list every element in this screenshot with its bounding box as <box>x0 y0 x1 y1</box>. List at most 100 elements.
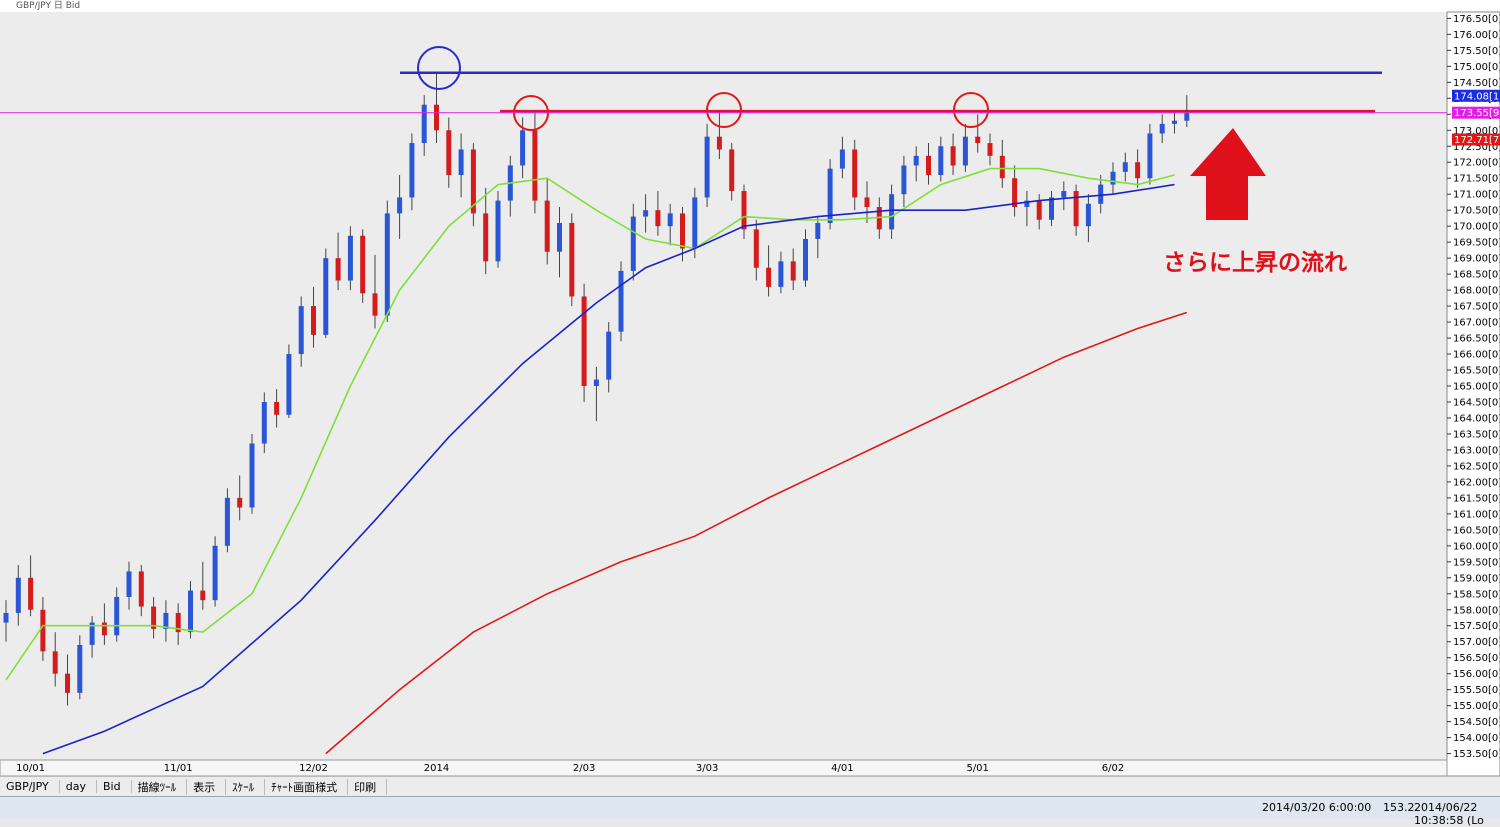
status-text: 2014/06/22 10:38:58 (Lo <box>1414 801 1484 827</box>
candle-body <box>1098 184 1104 204</box>
candle-body <box>335 258 341 281</box>
candle-body <box>778 261 784 287</box>
candle-body <box>434 104 439 131</box>
candle-body <box>138 571 144 607</box>
x-tick-label: 6/02 <box>1102 763 1124 774</box>
y-tick-label: 160.00[0] <box>1453 541 1500 552</box>
candle-body <box>3 612 9 623</box>
candle-body <box>101 622 107 636</box>
candle-body <box>286 354 292 415</box>
moving-average <box>42 183 1175 755</box>
price-tag <box>1452 133 1500 146</box>
candle-body <box>1073 191 1079 227</box>
candle-body <box>274 401 280 415</box>
status-text: 153.2 <box>1383 801 1415 814</box>
price-tag-label: 173.55[9 <box>1454 108 1499 119</box>
toolbar-button[interactable]: 描線ﾂｰﾙ <box>132 778 188 795</box>
candle-body <box>261 401 267 444</box>
candle-body <box>630 216 636 271</box>
y-tick-label: 175.00[0] <box>1453 62 1500 73</box>
candle-body <box>901 165 907 195</box>
y-tick-label: 154.50[0] <box>1453 717 1500 728</box>
moving-average <box>5 167 1175 681</box>
candle-body <box>28 577 34 610</box>
price-tag-label: 174.08[1 <box>1454 91 1499 102</box>
x-tick-label: 2014 <box>424 763 449 774</box>
candle-body <box>1147 133 1153 179</box>
x-tick-label: 5/01 <box>966 763 988 774</box>
candle-body <box>1172 120 1177 124</box>
y-tick-label: 162.50[0] <box>1453 461 1500 472</box>
y-tick-label: 153.50[0] <box>1453 749 1500 760</box>
y-tick-label: 163.50[0] <box>1453 429 1500 440</box>
candle-body <box>815 222 821 239</box>
candle-body <box>1024 200 1030 207</box>
candle-body <box>298 306 304 355</box>
y-tick-label: 168.50[0] <box>1453 270 1500 281</box>
y-tick-label: 161.50[0] <box>1453 493 1500 504</box>
y-tick-label: 165.50[0] <box>1453 366 1500 377</box>
candle-body <box>249 443 255 508</box>
y-tick-label: 162.00[0] <box>1453 477 1500 488</box>
candle-body <box>962 136 968 166</box>
candle-body <box>77 644 83 693</box>
candle-body <box>790 261 796 281</box>
y-tick-label: 167.00[0] <box>1453 318 1500 329</box>
price-tag <box>1452 106 1500 119</box>
candle-body <box>766 267 772 287</box>
moving-average <box>325 311 1188 755</box>
candle-body <box>557 222 562 252</box>
toolbar-button[interactable]: GBP/JPY <box>0 780 60 793</box>
candle-body <box>569 222 575 297</box>
y-tick-label: 169.00[0] <box>1453 254 1500 265</box>
y-tick-label: 169.50[0] <box>1453 238 1500 249</box>
y-tick-label: 161.00[0] <box>1453 509 1500 520</box>
y-tick-label: 164.00[0] <box>1453 413 1500 424</box>
candle-body <box>409 143 415 198</box>
candle-body <box>716 136 722 150</box>
y-tick-label: 160.50[0] <box>1453 525 1500 536</box>
candle-body <box>926 155 931 176</box>
y-tick-label: 172.50[0] <box>1453 142 1500 153</box>
toolbar-button[interactable]: ﾁｬｰﾄ画面様式 <box>265 778 349 795</box>
candle-body <box>1135 162 1141 179</box>
toolbar-button[interactable]: day <box>60 780 97 793</box>
candle-body <box>114 596 120 636</box>
x-tick-label: 3/03 <box>696 763 718 774</box>
toolbar-button[interactable]: 表示 <box>187 778 227 795</box>
toolbar-button[interactable]: ｽｹｰﾙ <box>226 778 266 795</box>
status-text: 2014/03/20 6:00:00 <box>1262 801 1372 814</box>
candle-body <box>1012 178 1018 207</box>
candle-body <box>655 210 661 227</box>
chart: さらに上昇の流れ 153.50[0] 154.00[0] 154.50[0] 155.… <box>0 11 1500 776</box>
candle-body <box>458 149 464 176</box>
y-tick-label: 157.00[0] <box>1453 637 1500 648</box>
candle-body <box>680 213 685 249</box>
toolbar-button[interactable]: Bid <box>97 780 132 793</box>
candle-body <box>224 497 230 546</box>
candle-body <box>1061 191 1067 198</box>
candle-body <box>421 104 427 144</box>
up-arrow <box>1190 128 1266 220</box>
candle-body <box>975 136 981 144</box>
candle-body <box>446 130 452 176</box>
y-tick-label: 176.00[0] <box>1453 30 1500 41</box>
candle-body <box>175 612 181 633</box>
candle-body <box>126 571 132 597</box>
candle-body <box>544 200 550 252</box>
toolbar-button[interactable]: 印刷 <box>348 778 388 795</box>
candle-body <box>52 651 58 674</box>
y-tick-label: 163.00[0] <box>1453 445 1500 456</box>
candle-body <box>397 197 403 214</box>
candle-body <box>950 146 956 166</box>
candle-body <box>827 168 833 223</box>
highlight-circle <box>417 46 461 90</box>
candle-body <box>188 590 193 633</box>
candle-body <box>1122 162 1128 172</box>
candle-body <box>593 379 599 386</box>
x-tick-label: 10/01 <box>16 763 45 774</box>
candle-body <box>753 229 759 268</box>
title-bar: GBP/JPY 日 Bid <box>0 0 1500 12</box>
candle-body <box>839 149 845 169</box>
